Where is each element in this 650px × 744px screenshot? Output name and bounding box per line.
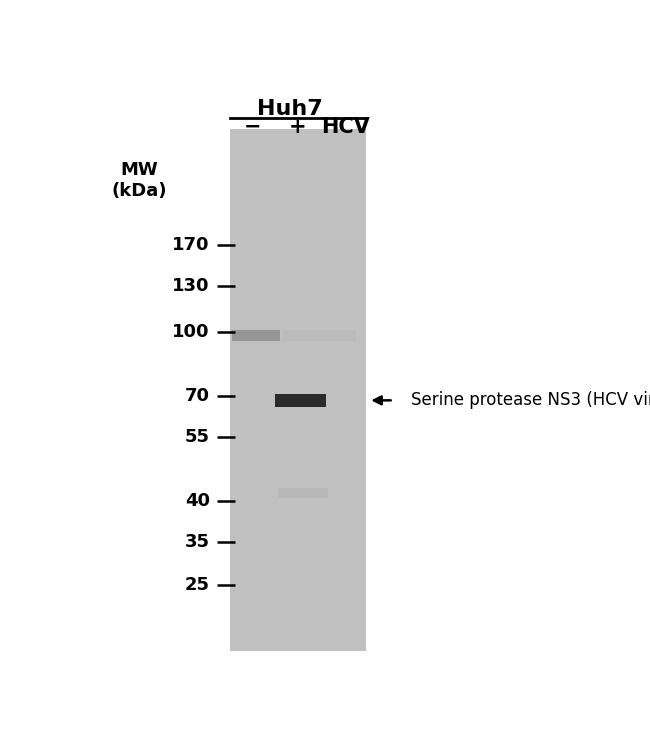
FancyBboxPatch shape	[275, 394, 326, 407]
Text: +: +	[289, 117, 307, 136]
Text: 70: 70	[185, 388, 210, 405]
FancyBboxPatch shape	[283, 330, 356, 341]
FancyBboxPatch shape	[278, 488, 328, 498]
Text: 55: 55	[185, 428, 210, 446]
Text: 100: 100	[172, 323, 210, 341]
FancyBboxPatch shape	[233, 330, 280, 341]
Text: Serine protease NS3 (HCV virus): Serine protease NS3 (HCV virus)	[411, 391, 650, 409]
Text: 130: 130	[172, 278, 210, 295]
Text: 25: 25	[185, 577, 210, 594]
Text: MW
(kDa): MW (kDa)	[111, 161, 167, 199]
Text: 40: 40	[185, 492, 210, 510]
Text: −: −	[244, 117, 261, 136]
FancyBboxPatch shape	[230, 129, 366, 651]
Text: Huh7: Huh7	[257, 100, 323, 119]
Text: 170: 170	[172, 236, 210, 254]
Text: HCV: HCV	[321, 117, 370, 136]
Text: 35: 35	[185, 533, 210, 551]
